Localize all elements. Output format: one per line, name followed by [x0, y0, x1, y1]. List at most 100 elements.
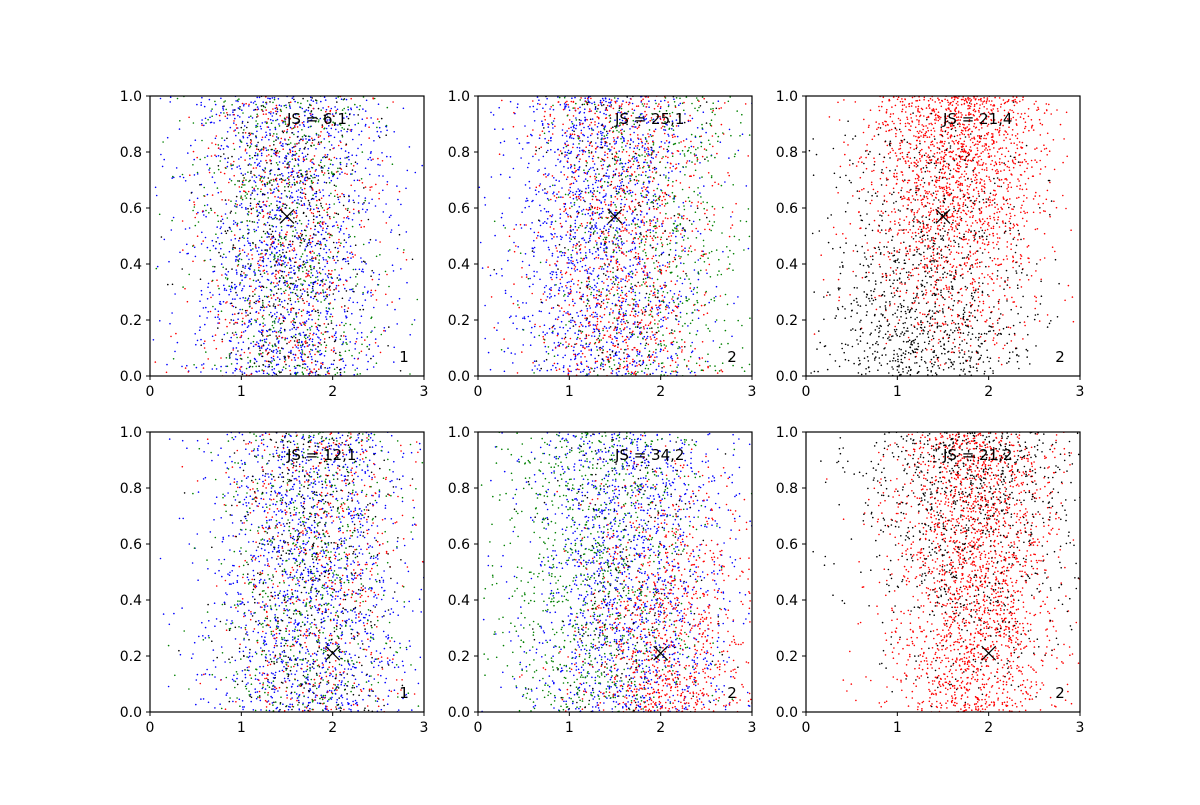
- data-point: [302, 367, 304, 369]
- data-point: [509, 197, 511, 199]
- data-point: [204, 106, 206, 108]
- data-point: [330, 135, 332, 137]
- data-point: [534, 336, 536, 338]
- data-point: [573, 127, 575, 129]
- data-point: [259, 165, 261, 167]
- data-point: [634, 321, 636, 323]
- data-point: [336, 213, 338, 215]
- data-point: [341, 148, 343, 150]
- data-point: [540, 183, 542, 185]
- data-point: [603, 100, 605, 102]
- data-point: [601, 144, 603, 146]
- data-point: [270, 203, 272, 205]
- data-point: [179, 252, 181, 254]
- data-point: [566, 135, 568, 137]
- data-point: [266, 103, 268, 105]
- data-point: [296, 237, 298, 239]
- data-point: [314, 155, 316, 157]
- data-point: [265, 113, 267, 115]
- data-point: [239, 284, 241, 286]
- data-point: [304, 290, 306, 292]
- data-point: [675, 254, 677, 256]
- data-point: [275, 129, 277, 131]
- data-point: [319, 325, 321, 327]
- data-point: [338, 239, 340, 241]
- data-point: [225, 109, 227, 111]
- data-point: [277, 183, 279, 185]
- data-point: [490, 112, 492, 114]
- data-point: [292, 151, 294, 153]
- data-point: [680, 171, 682, 173]
- data-point: [204, 347, 206, 349]
- data-point: [260, 253, 262, 255]
- data-point: [414, 319, 416, 321]
- data-point: [236, 196, 238, 198]
- data-point: [312, 189, 314, 191]
- data-point: [280, 242, 282, 244]
- data-point: [644, 147, 646, 149]
- data-point: [225, 116, 227, 118]
- data-point: [250, 139, 252, 141]
- data-point: [291, 359, 293, 361]
- data-point: [213, 340, 215, 342]
- data-point: [622, 244, 624, 246]
- data-point: [329, 182, 331, 184]
- data-point: [349, 211, 351, 213]
- data-point: [307, 366, 309, 368]
- series-1-points: [479, 95, 753, 376]
- data-point: [388, 286, 390, 288]
- data-point: [491, 176, 493, 178]
- data-point: [290, 101, 292, 103]
- data-point: [329, 237, 331, 239]
- data-point: [406, 282, 408, 284]
- data-point: [586, 257, 588, 259]
- data-point: [277, 164, 279, 166]
- data-point: [549, 297, 551, 299]
- data-point: [297, 365, 299, 367]
- data-point: [715, 296, 717, 298]
- data-point: [603, 360, 605, 362]
- data-point: [243, 331, 245, 333]
- data-point: [203, 187, 205, 189]
- data-point: [353, 200, 355, 202]
- data-point: [336, 367, 338, 369]
- data-point: [543, 174, 545, 176]
- data-point: [319, 342, 321, 344]
- data-point: [579, 206, 581, 208]
- data-point: [304, 325, 306, 327]
- data-point: [580, 196, 582, 198]
- data-point: [354, 254, 356, 256]
- data-point: [354, 358, 356, 360]
- data-point: [614, 143, 616, 145]
- data-point: [241, 313, 243, 315]
- data-point: [323, 195, 325, 197]
- data-point: [553, 228, 555, 230]
- data-point: [265, 160, 267, 162]
- data-point: [652, 334, 654, 336]
- data-point: [589, 215, 591, 217]
- data-point: [563, 365, 565, 367]
- data-point: [298, 279, 300, 281]
- data-point: [282, 249, 284, 251]
- data-point: [277, 119, 279, 121]
- data-point: [352, 288, 354, 290]
- data-point: [304, 341, 306, 343]
- data-point: [626, 170, 628, 172]
- data-point: [268, 374, 270, 376]
- data-point: [278, 364, 280, 366]
- data-point: [284, 139, 286, 141]
- data-point: [554, 342, 556, 344]
- data-point: [255, 344, 257, 346]
- data-point: [292, 323, 294, 325]
- data-point: [581, 130, 583, 132]
- data-point: [273, 141, 275, 143]
- data-point: [703, 111, 705, 113]
- data-point: [627, 356, 629, 358]
- data-point: [542, 236, 544, 238]
- data-point: [313, 219, 315, 221]
- data-point: [269, 247, 271, 249]
- data-point: [276, 136, 278, 138]
- data-point: [297, 158, 299, 160]
- data-point: [316, 255, 318, 257]
- data-point: [278, 272, 280, 274]
